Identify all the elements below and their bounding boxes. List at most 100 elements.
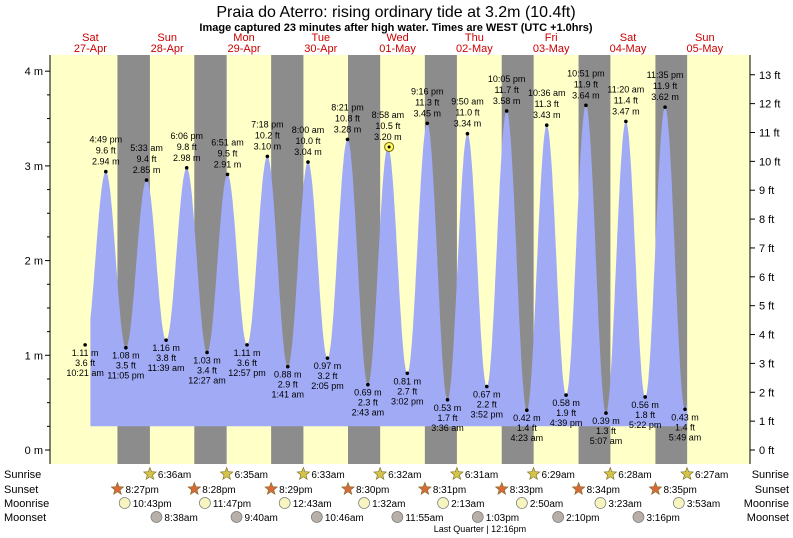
y-tick-label-ft: 1 ft	[759, 416, 774, 428]
low-tide-time: 3:02 pm	[391, 396, 424, 406]
day-weekday-label: Thu	[465, 32, 484, 44]
high-tide-point	[544, 123, 549, 127]
sunset-star-icon	[417, 481, 432, 495]
moonset-row-label-right: Moonset	[747, 512, 789, 524]
high-tide-time: 9:16 pm	[411, 86, 444, 96]
day-weekday-label: Sat	[620, 32, 637, 44]
sunrise-star-icon	[296, 466, 311, 480]
moonset-moon-icon	[552, 511, 564, 523]
low-tide-ft: 3.5 ft	[116, 361, 137, 371]
low-tide-time: 11:39 am	[148, 363, 185, 373]
sunrise-time-label: 6:31am	[465, 470, 498, 481]
low-tide-point	[484, 384, 489, 389]
sunset-time-label: 8:29pm	[279, 485, 312, 496]
sunrise-time-label: 6:36am	[158, 470, 191, 481]
moonrise-time-label: 2:13am	[451, 499, 484, 510]
low-tide-time: 1:41 am	[272, 390, 305, 400]
high-tide-ft: 10.5 ft	[375, 121, 401, 131]
high-tide-m: 3.58 m	[493, 96, 521, 106]
y-tick-label-ft: 2 ft	[759, 387, 774, 399]
day-date-label: 28-Apr	[151, 43, 184, 55]
moonset-moon-icon	[632, 511, 645, 523]
high-tide-ft: 9.4 ft	[137, 154, 158, 164]
sunrise-row-label-left: Sunrise	[4, 469, 41, 481]
high-tide-time: 8:21 pm	[331, 102, 364, 112]
high-tide-time: 4:49 pm	[90, 135, 123, 145]
moonrise-time-label: 1:32am	[372, 499, 405, 510]
low-tide-point	[564, 393, 568, 397]
moonset-moon-icon	[471, 511, 484, 523]
moonrise-time-label: 11:47pm	[213, 499, 251, 510]
low-tide-time: 12:27 am	[188, 375, 226, 385]
moonrise-moon-icon	[672, 497, 685, 509]
moonrise-moon-icon	[516, 497, 528, 509]
low-tide-m: 0.43 m	[671, 412, 699, 422]
y-tick-label-m: 3 m	[25, 161, 43, 173]
low-tide-ft: 1.7 ft	[438, 413, 459, 423]
y-tick-label-ft: 11 ft	[759, 127, 780, 139]
high-tide-point	[345, 137, 350, 142]
low-tide-point	[683, 407, 687, 412]
low-tide-ft: 1.4 ft	[517, 423, 538, 433]
low-tide-m: 1.11 m	[234, 348, 261, 358]
low-tide-point	[643, 395, 647, 399]
low-tide-ft: 2.2 ft	[477, 400, 498, 410]
high-tide-m: 3.47 m	[612, 106, 640, 116]
tide-fill	[90, 105, 688, 427]
low-tide-m: 0.88 m	[274, 370, 302, 380]
moonrise-time-label: 3:53am	[687, 499, 720, 510]
low-tide-ft: 1.3 ft	[596, 426, 617, 436]
high-tide-ft: 11.3 ft	[415, 97, 440, 107]
day-weekday-label: Sat	[82, 32, 99, 44]
y-tick-label-ft: 10 ft	[759, 156, 780, 168]
high-tide-time: 8:58 am	[372, 110, 405, 120]
moonset-time-label: 2:10pm	[566, 513, 599, 524]
sunrise-star-icon	[142, 466, 157, 480]
y-tick-label-ft: 13 ft	[759, 70, 780, 82]
moonset-time-label: 9:40am	[245, 513, 278, 524]
moonrise-time-label: 2:50am	[530, 499, 563, 510]
sunset-star-icon	[341, 481, 355, 495]
moonrise-moon-icon	[358, 497, 370, 509]
low-tide-m: 1.08 m	[112, 351, 140, 361]
high-tide-point	[225, 172, 230, 177]
high-tide-point	[465, 131, 470, 136]
moonset-moon-icon	[150, 511, 163, 523]
low-tide-ft: 1.9 ft	[556, 408, 577, 418]
high-tide-ft: 11.4 ft	[614, 95, 639, 105]
sunrise-star-icon	[603, 466, 618, 480]
high-tide-ft: 10.0 ft	[295, 136, 321, 146]
low-tide-time: 5:07 am	[590, 436, 623, 446]
y-tick-label-ft: 5 ft	[759, 301, 774, 313]
low-tide-m: 1.16 m	[152, 343, 180, 353]
current-tide-dot	[387, 145, 391, 149]
high-tide-ft: 11.9 ft	[574, 79, 599, 89]
day-date-label: 02-May	[456, 43, 493, 55]
high-tide-m: 3.04 m	[294, 147, 322, 157]
high-tide-m: 3.20 m	[374, 132, 402, 142]
high-tide-m: 3.64 m	[572, 90, 600, 100]
sunset-star-icon	[494, 481, 509, 495]
high-tide-m: 2.85 m	[133, 165, 161, 175]
moonrise-time-label: 10:43pm	[133, 499, 172, 510]
sunset-time-label: 8:28pm	[202, 485, 235, 496]
moonrise-moon-icon	[594, 497, 607, 509]
sunrise-time-label: 6:32am	[388, 470, 421, 481]
low-tide-m: 0.97 m	[314, 361, 342, 371]
sunrise-star-icon	[449, 466, 464, 480]
high-tide-ft: 9.8 ft	[177, 142, 198, 152]
moon-phase-footer: Last Quarter | 12:16pm	[434, 524, 526, 534]
high-tide-ft: 11.7 ft	[494, 85, 519, 95]
moonset-moon-icon	[230, 511, 243, 523]
high-tide-time: 7:18 pm	[251, 119, 284, 129]
high-tide-m: 3.62 m	[651, 92, 679, 102]
high-tide-time: 11:35 pm	[647, 70, 684, 80]
low-tide-point	[205, 350, 209, 355]
moonset-moon-icon	[311, 511, 323, 523]
low-tide-ft: 1.4 ft	[675, 422, 696, 432]
sunrise-star-icon	[219, 466, 234, 480]
high-tide-point	[104, 169, 108, 174]
low-tide-m: 0.56 m	[631, 400, 659, 410]
low-tide-ft: 3.4 ft	[197, 365, 218, 375]
low-tide-point	[366, 382, 370, 387]
